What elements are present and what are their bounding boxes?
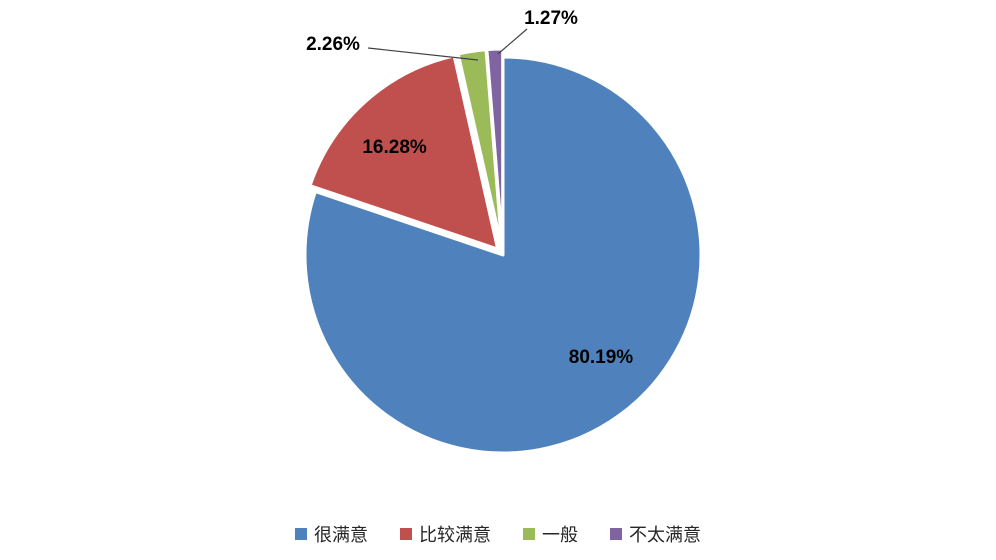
pie-slice-3	[485, 47, 505, 249]
pie-slice-0	[303, 55, 703, 455]
legend-item-1: 比较满意	[400, 521, 491, 547]
pie-value-label-0: 80.19%	[569, 347, 634, 368]
chart-legend: 很满意 比较满意 一般 不太满意	[0, 521, 996, 547]
leader-line-3	[497, 28, 528, 55]
legend-label: 不太满意	[629, 525, 701, 545]
legend-swatch-icon	[400, 528, 412, 540]
pie-slice-1	[308, 54, 500, 251]
pie-value-label-1: 16.28%	[362, 137, 427, 158]
legend-label: 很满意	[314, 525, 368, 545]
legend-item-2: 一般	[523, 521, 578, 547]
legend-swatch-icon	[523, 528, 535, 540]
legend-label: 比较满意	[419, 525, 491, 545]
legend-swatch-icon	[295, 528, 307, 540]
legend-item-0: 很满意	[295, 521, 368, 547]
legend-swatch-icon	[610, 528, 622, 540]
legend-label: 一般	[542, 525, 578, 545]
pie-value-label-2: 2.26%	[306, 34, 360, 55]
leader-line-2	[367, 47, 479, 61]
legend-item-3: 不太满意	[610, 521, 701, 547]
pie-value-label-3: 1.27%	[524, 8, 578, 29]
